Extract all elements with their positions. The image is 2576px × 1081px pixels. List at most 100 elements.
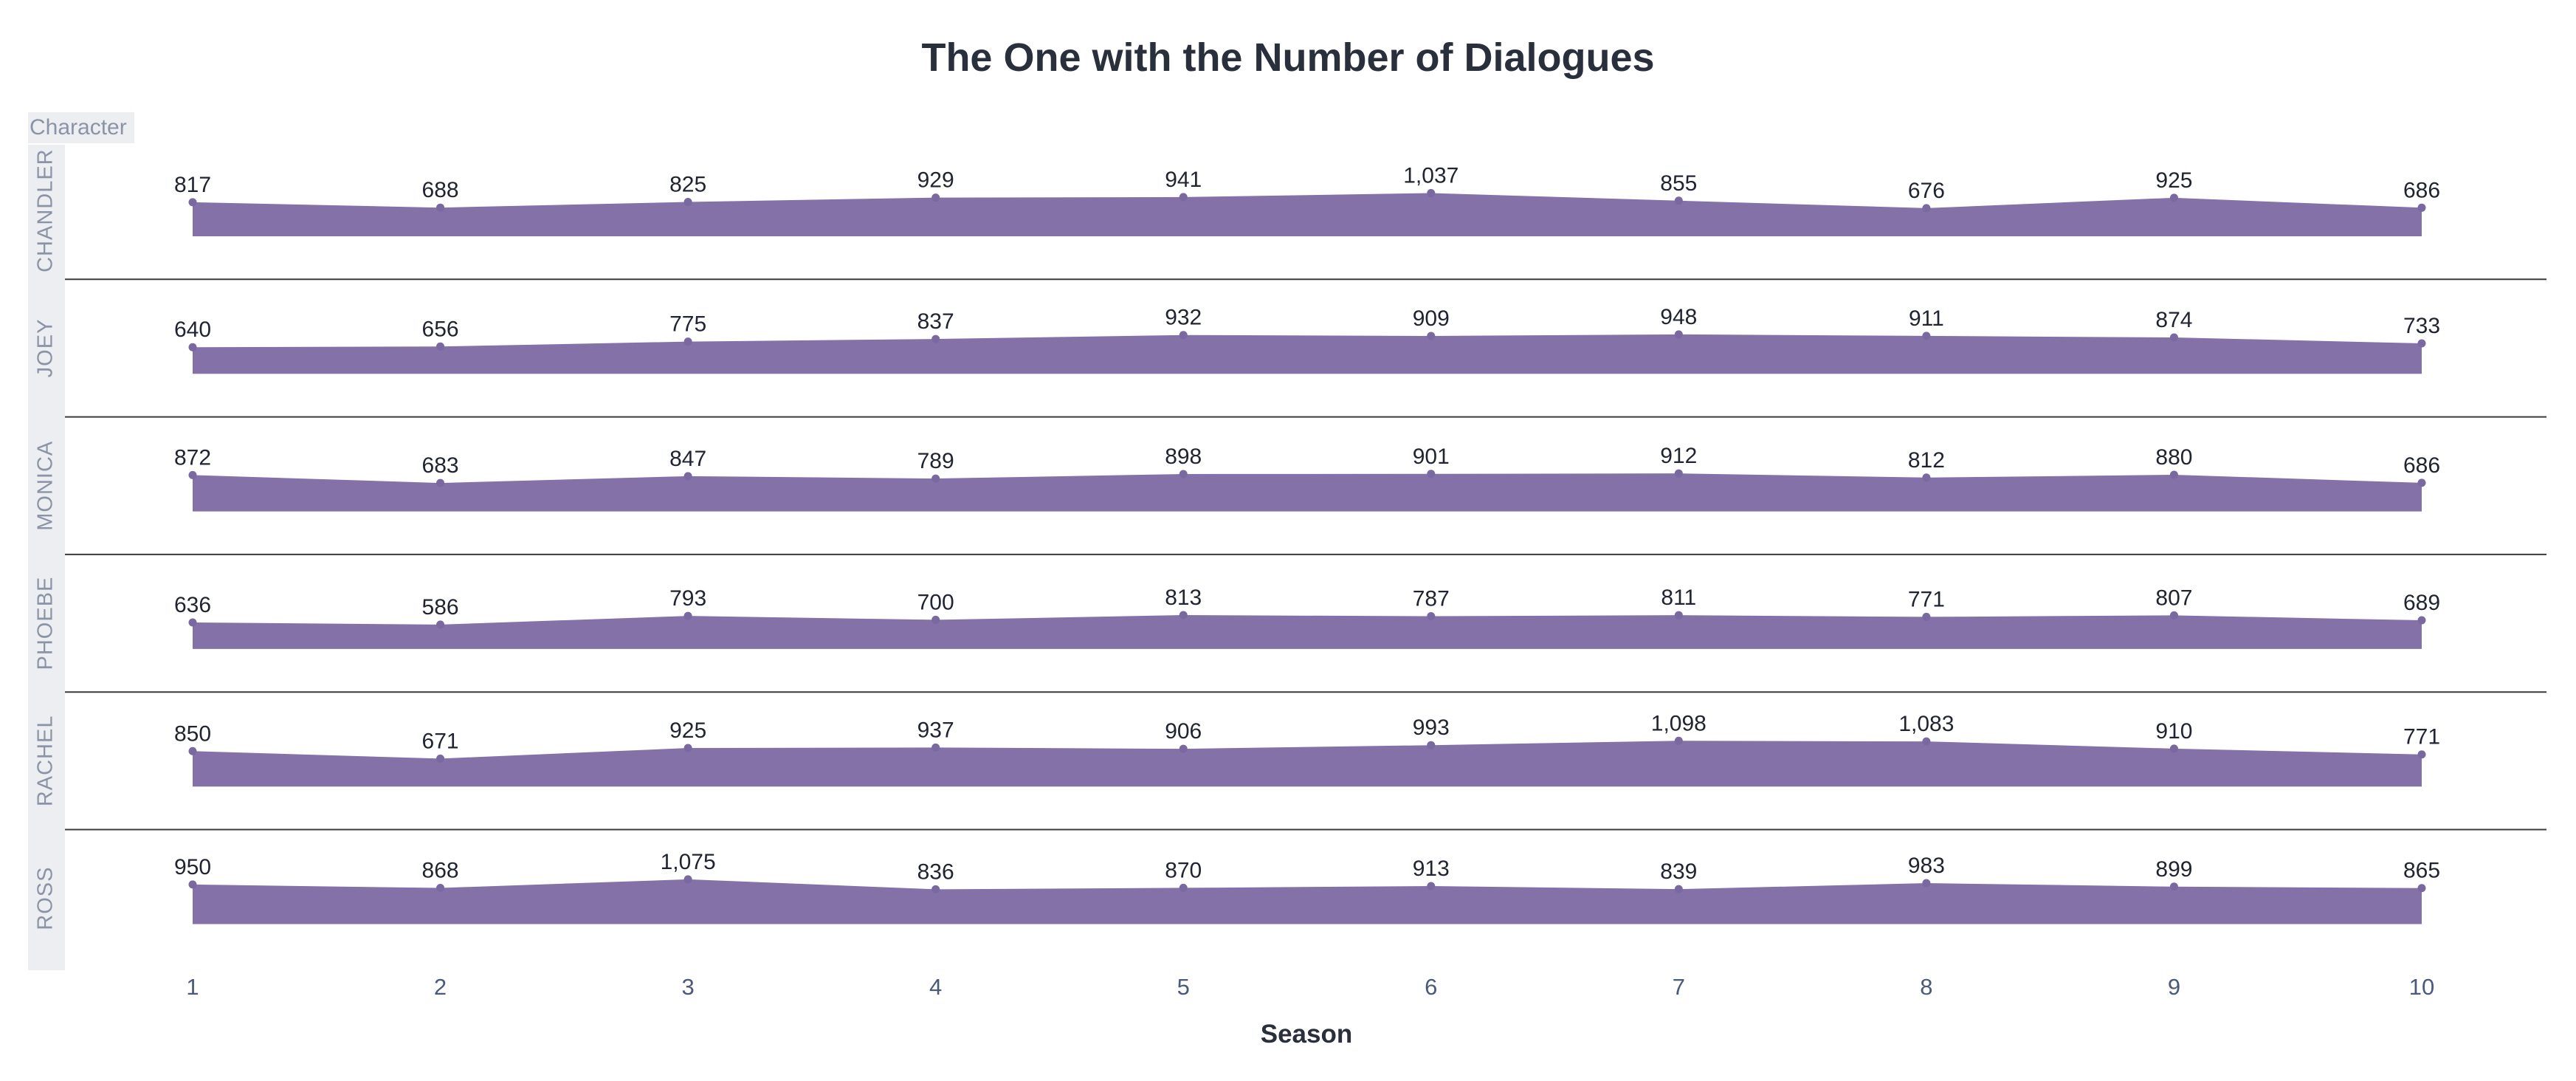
facet-header-bg (28, 112, 134, 143)
data-point (1427, 189, 1436, 198)
x-tick-label: 9 (2168, 974, 2180, 1000)
data-point (436, 478, 445, 487)
data-point (1179, 744, 1188, 753)
chart-title: The One with the Number of Dialogues (921, 35, 1654, 80)
data-point (2417, 616, 2426, 625)
data-label: 688 (422, 178, 459, 202)
data-point (1179, 883, 1188, 892)
data-label: 932 (1165, 306, 1202, 330)
data-point (2169, 882, 2178, 891)
x-tick-label: 10 (2409, 974, 2434, 1000)
data-label: 950 (174, 855, 211, 879)
data-point (1922, 204, 1931, 213)
data-label: 874 (2155, 308, 2192, 332)
row-label: ROSS (34, 867, 58, 930)
data-label: 1,037 (1403, 164, 1459, 188)
data-point (2169, 333, 2178, 342)
data-point (931, 615, 940, 624)
data-label: 839 (1660, 859, 1697, 884)
data-label: 700 (917, 590, 954, 614)
row-label: JOEY (34, 319, 58, 378)
data-label: 1,098 (1651, 711, 1707, 735)
data-point (436, 620, 445, 629)
data-point (2417, 750, 2426, 759)
data-label: 683 (422, 453, 459, 478)
data-point (683, 875, 692, 884)
data-point (931, 193, 940, 202)
data-label: 686 (2403, 453, 2440, 478)
data-label: 912 (1660, 444, 1697, 468)
data-label: 909 (1413, 306, 1450, 331)
data-label: 771 (2403, 725, 2440, 749)
data-label: 870 (1165, 858, 1202, 882)
data-point (188, 880, 197, 889)
data-label: 910 (2155, 719, 2192, 744)
data-point (1674, 611, 1683, 620)
data-point (683, 337, 692, 346)
data-label: 855 (1660, 171, 1697, 196)
data-label: 898 (1165, 445, 1202, 469)
data-point (931, 334, 940, 343)
data-label: 636 (174, 593, 211, 617)
data-label: 868 (422, 859, 459, 883)
data-label: 837 (917, 309, 954, 334)
data-point (188, 198, 197, 207)
data-label: 983 (1908, 854, 1945, 878)
data-point (1179, 193, 1188, 202)
area-chandler (193, 193, 2422, 236)
data-label: 586 (422, 595, 459, 620)
area-ross (193, 879, 2422, 924)
area-rachel (193, 741, 2422, 787)
data-point (436, 342, 445, 351)
data-point (683, 197, 692, 206)
data-point (1427, 741, 1436, 749)
data-label: 925 (669, 718, 706, 743)
data-point (1179, 470, 1188, 478)
data-label: 671 (422, 729, 459, 753)
row-label: CHANDLER (34, 148, 58, 272)
data-point (1674, 196, 1683, 205)
data-label: 775 (669, 312, 706, 337)
data-label: 847 (669, 447, 706, 471)
x-tick-label: 7 (1673, 974, 1685, 1000)
row-label: PHOEBE (34, 577, 58, 670)
data-label: 925 (2155, 168, 2192, 193)
row-label-strip (28, 145, 65, 970)
data-label: 811 (1661, 586, 1696, 610)
data-point (683, 744, 692, 752)
data-point (931, 885, 940, 893)
data-point (188, 470, 197, 479)
x-axis-title: Season (1261, 1020, 1353, 1049)
data-label: 941 (1165, 168, 1202, 192)
data-label: 836 (917, 859, 954, 884)
data-point (683, 472, 692, 481)
data-point (1179, 611, 1188, 620)
data-point (1674, 885, 1683, 893)
data-point (1922, 737, 1931, 746)
data-point (683, 611, 692, 620)
data-label: 812 (1908, 448, 1945, 473)
data-point (2417, 478, 2426, 487)
data-point (2417, 884, 2426, 893)
data-point (1427, 882, 1436, 890)
data-point (188, 747, 197, 755)
data-label: 913 (1413, 857, 1450, 881)
data-label: 793 (669, 586, 706, 611)
data-label: 733 (2403, 314, 2440, 338)
x-tick-label: 1 (186, 974, 199, 1000)
data-point (2169, 193, 2178, 202)
data-label: 993 (1413, 715, 1450, 740)
data-label: 789 (917, 449, 954, 473)
data-label: 771 (1908, 587, 1945, 611)
data-point (1674, 736, 1683, 745)
area-monica (193, 473, 2422, 512)
data-label: 1,083 (1898, 712, 1954, 736)
row-label: MONICA (34, 441, 58, 531)
data-point (1427, 612, 1436, 621)
data-point (1179, 331, 1188, 340)
x-tick-label: 3 (681, 974, 694, 1000)
facet-row-monica: 872 683 847 789 898 901 912 812 880 686 MONICA (34, 441, 2546, 555)
data-point (2417, 203, 2426, 212)
data-label: 865 (2403, 859, 2440, 883)
